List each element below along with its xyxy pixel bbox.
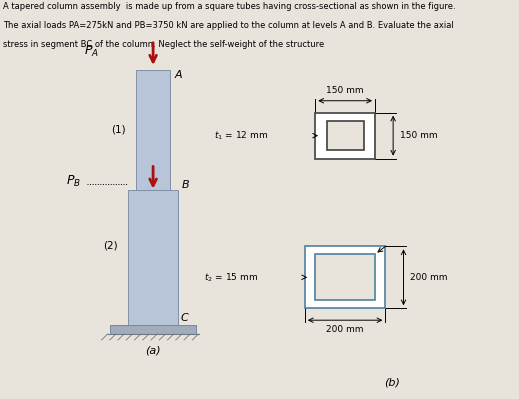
Text: $P_B$: $P_B$ xyxy=(66,174,81,189)
Text: $t_1$ = 12 mm: $t_1$ = 12 mm xyxy=(214,129,269,142)
Bar xyxy=(327,121,364,150)
Text: (2): (2) xyxy=(103,240,118,251)
Text: The axial loads PA=275kN and PB=3750 kN are applied to the column at levels A an: The axial loads PA=275kN and PB=3750 kN … xyxy=(3,21,453,30)
Text: 150 mm: 150 mm xyxy=(326,86,364,95)
Text: 200 mm: 200 mm xyxy=(411,273,448,282)
Text: (1): (1) xyxy=(111,124,126,135)
Bar xyxy=(128,190,177,325)
Text: $t_2$ = 15 mm: $t_2$ = 15 mm xyxy=(204,271,258,284)
Text: B: B xyxy=(182,180,189,190)
Bar xyxy=(316,113,375,158)
Text: A: A xyxy=(174,70,182,80)
Bar xyxy=(316,255,375,300)
Bar xyxy=(305,247,385,308)
Text: $P_A$: $P_A$ xyxy=(84,44,99,59)
Text: (a): (a) xyxy=(145,346,161,356)
Text: (b): (b) xyxy=(384,377,400,387)
Text: stress in segment BC of the column. Neglect the self-weight of the structure: stress in segment BC of the column. Negl… xyxy=(3,40,324,49)
Text: A tapered column assembly  is made up from a square tubes having cross-sectional: A tapered column assembly is made up fro… xyxy=(3,2,455,11)
Text: 200 mm: 200 mm xyxy=(326,325,364,334)
Text: 150 mm: 150 mm xyxy=(400,131,438,140)
Bar xyxy=(136,70,170,190)
Text: C: C xyxy=(181,313,188,323)
Bar xyxy=(110,325,196,334)
